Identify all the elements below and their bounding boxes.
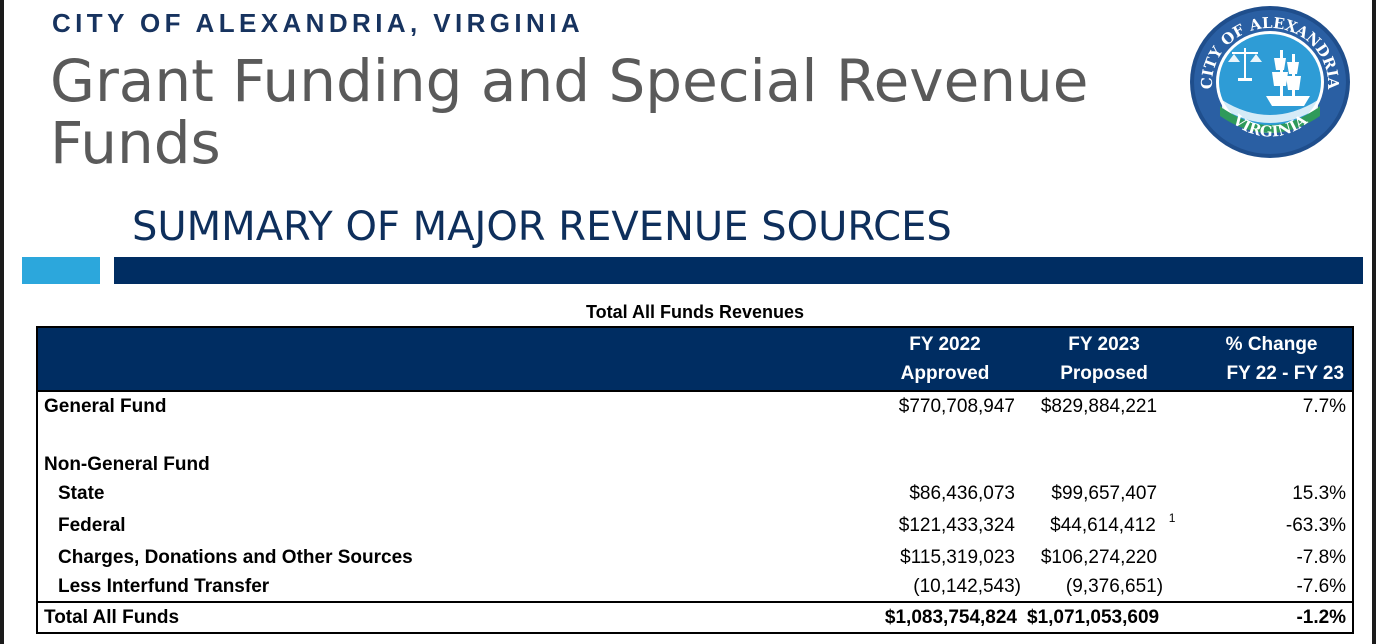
row-fy2023: (9,376,651) (1065, 575, 1164, 597)
header-fy2022: FY 2022 Approved (869, 327, 1021, 391)
table-row-state: State $86,436,073 $99,657,407 15.3% (37, 479, 1353, 508)
row-change (1187, 450, 1353, 479)
row-fy2022: $86,436,073 (909, 482, 1015, 504)
spacer-cell (1021, 421, 1187, 450)
row-fy2022: $121,433,324 (898, 514, 1015, 536)
table-caption: Total All Funds Revenues (585, 302, 805, 322)
row-fy2023: $1,071,053,609 (1021, 601, 1188, 633)
page-title: Grant Funding and Special Revenue Funds (50, 47, 1089, 177)
table-row-charges: Charges, Donations and Other Sources $11… (37, 543, 1353, 572)
row-label: Non-General Fund (44, 453, 210, 475)
accent-bar-light (22, 257, 100, 284)
spacer-cell (1187, 421, 1353, 450)
row-change: 7.7% (1187, 390, 1354, 421)
row-change: 15.3% (1292, 482, 1347, 504)
header-fy2022-line2: Approved (900, 363, 990, 384)
row-fy2023: $44,614,412 1 (1021, 508, 1187, 543)
row-fy2022: $1,083,754,824 (869, 601, 1021, 633)
footnote-marker: 1 (1168, 510, 1176, 525)
city-name-heading: CITY OF ALEXANDRIA, VIRGINIA (52, 8, 585, 38)
row-change: -7.6% (1296, 575, 1347, 597)
table-header-row: FY 2022 Approved FY 2023 Proposed % Chan… (37, 327, 1354, 391)
row-fy2022: $115,319,023 (900, 546, 1015, 568)
table-row-federal: Federal $121,433,324 $44,614,412 1 -63.3… (37, 508, 1353, 543)
revenue-table: FY 2022 Approved FY 2023 Proposed % Chan… (36, 326, 1355, 634)
row-label: State (58, 482, 105, 504)
table-row-interfund: Less Interfund Transfer (10,142,543) (9,… (37, 572, 1353, 602)
row-label: Charges, Donations and Other Sources (58, 546, 413, 568)
spacer-cell (37, 421, 869, 450)
row-fy2023: $829,884,221 (1021, 390, 1188, 421)
header-change-line2: FY 22 - FY 23 (1226, 363, 1345, 384)
header-fy2022-line1: FY 2022 (909, 334, 981, 355)
federal-fy2023-value: $44,614,412 (1050, 514, 1156, 536)
table-row-general-fund: General Fund $770,708,947 $829,884,221 7… (37, 390, 1354, 421)
row-change: -1.2% (1187, 601, 1354, 633)
header-fy2023-line1: FY 2023 (1068, 334, 1140, 355)
row-fy2023 (1021, 450, 1187, 479)
frame-right-border (1372, 0, 1376, 644)
row-label: General Fund (37, 390, 869, 421)
row-fy2022: $770,708,947 (869, 390, 1021, 421)
row-fy2023: $99,657,407 (1051, 482, 1158, 504)
header-blank (37, 327, 869, 391)
row-fy2022 (869, 450, 1021, 479)
row-fy2022: (10,142,543) (913, 575, 1021, 597)
header-fy2023: FY 2023 Proposed (1021, 327, 1188, 391)
city-seal-logo: CITY OF ALEXANDRIA VIRGINIA (1190, 6, 1350, 158)
row-change: -7.8% (1296, 546, 1347, 568)
row-fy2023: $106,274,220 (1040, 546, 1158, 568)
header-change-line1: % Change (1225, 334, 1318, 355)
row-label: Total All Funds (37, 601, 869, 633)
frame-left-border (0, 0, 4, 644)
row-label: Federal (58, 514, 126, 536)
row-label: Less Interfund Transfer (58, 575, 270, 597)
header-fy2023-line2: Proposed (1060, 363, 1148, 384)
table-row-non-general-fund: Non-General Fund (37, 450, 1353, 479)
row-change: -63.3% (1285, 514, 1347, 536)
accent-bar-dark (114, 257, 1363, 284)
table-row-total: Total All Funds $1,083,754,824 $1,071,05… (37, 601, 1354, 633)
table-row-spacer (37, 421, 1353, 450)
section-title: SUMMARY OF MAJOR REVENUE SOURCES (132, 204, 952, 250)
header-change: % Change FY 22 - FY 23 (1187, 327, 1354, 391)
spacer-cell (869, 421, 1021, 450)
